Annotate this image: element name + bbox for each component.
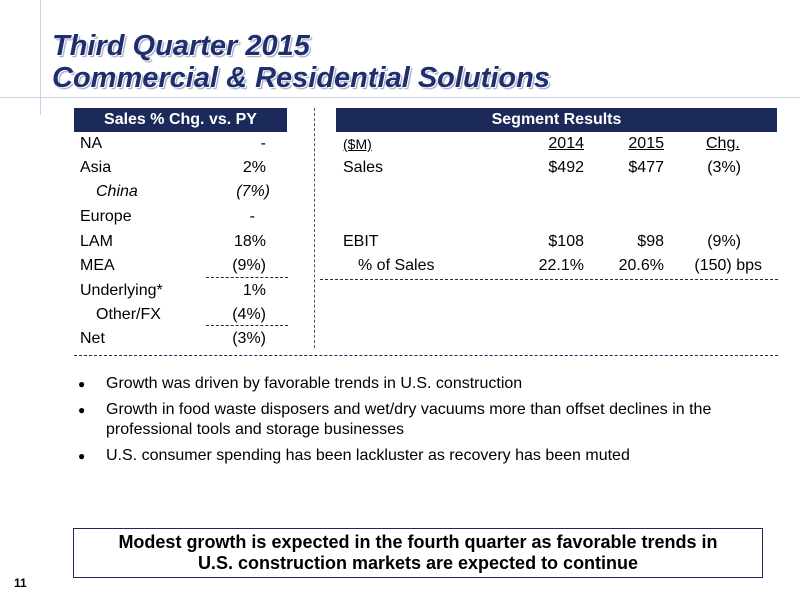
subtotal-divider bbox=[206, 277, 288, 278]
segment-value-2015: 20.6% bbox=[618, 257, 664, 274]
page-number: 11 bbox=[14, 576, 27, 590]
callout-line-2: U.S. construction markets are expected t… bbox=[197, 553, 639, 573]
segment-value-2014: $492 bbox=[548, 159, 584, 176]
segment-row-label: % of Sales bbox=[358, 257, 435, 274]
title-line-2: Commercial & Residential Solutions bbox=[52, 62, 550, 94]
sales-row-label: LAM bbox=[80, 233, 113, 250]
page-title: Third Quarter 2015 Commercial & Resident… bbox=[52, 30, 550, 94]
sales-row-value: (4%) bbox=[232, 306, 266, 323]
outlook-callout: Modest growth is expected in the fourth … bbox=[73, 528, 763, 578]
sales-row-label: Europe bbox=[80, 208, 132, 225]
segment-value-2014: 22.1% bbox=[538, 257, 584, 274]
segment-results-header: Segment Results bbox=[336, 108, 777, 132]
column-2014: 2014 bbox=[548, 135, 584, 152]
segment-value-chg: (150) bps bbox=[694, 257, 762, 274]
sales-table-header: Sales % Chg. vs. PY bbox=[74, 108, 287, 132]
bullet-text: Growth was driven by favorable trends in… bbox=[106, 375, 523, 392]
section-divider bbox=[74, 355, 778, 356]
segment-value-2014: $108 bbox=[548, 233, 584, 250]
sales-row-value: (3%) bbox=[232, 330, 266, 347]
sales-row-label: Underlying* bbox=[80, 282, 163, 299]
bullet-text: U.S. consumer spending has been lacklust… bbox=[106, 447, 630, 464]
segment-value-2015: $98 bbox=[637, 233, 664, 250]
title-line-1: Third Quarter 2015 bbox=[52, 30, 310, 62]
bullet-dot-icon: ● bbox=[78, 403, 86, 417]
sales-row-value: (7%) bbox=[236, 183, 270, 200]
segment-results-divider bbox=[320, 279, 778, 280]
segment-row-label: EBIT bbox=[343, 233, 379, 250]
total-divider bbox=[206, 325, 288, 326]
bullet-item: ● Growth in food waste disposers and wet… bbox=[78, 400, 778, 440]
segment-row-label: Sales bbox=[343, 159, 384, 176]
table-separator bbox=[314, 108, 315, 348]
segment-value-chg: (9%) bbox=[707, 233, 741, 250]
column-chg: Chg. bbox=[706, 135, 740, 152]
units-label: ($M) bbox=[343, 136, 372, 152]
bullet-item: ● Growth was driven by favorable trends … bbox=[78, 374, 778, 394]
bullet-dot-icon: ● bbox=[78, 377, 86, 391]
bullet-list: ● Growth was driven by favorable trends … bbox=[78, 374, 778, 472]
decorative-horizontal-line bbox=[0, 97, 800, 98]
sales-row-label: Net bbox=[80, 330, 105, 347]
bullet-item: ● U.S. consumer spending has been lacklu… bbox=[78, 446, 778, 466]
callout-line-1: Modest growth is expected in the fourth … bbox=[118, 532, 718, 552]
sales-row-label: China bbox=[96, 183, 138, 200]
bullet-text: Growth in food waste disposers and wet/d… bbox=[106, 401, 712, 438]
sales-row-value: 2% bbox=[242, 159, 266, 176]
sales-row-label: MEA bbox=[80, 257, 115, 274]
sales-row-value: - bbox=[260, 135, 266, 152]
sales-row-value: (9%) bbox=[232, 257, 266, 274]
sales-row-label: NA bbox=[80, 135, 103, 152]
sales-row-label: Asia bbox=[80, 159, 112, 176]
bullet-dot-icon: ● bbox=[78, 449, 86, 463]
sales-row-label: Other/FX bbox=[96, 306, 161, 323]
column-2015: 2015 bbox=[628, 135, 664, 152]
sales-row-value: 1% bbox=[242, 282, 266, 299]
segment-value-2015: $477 bbox=[628, 159, 664, 176]
sales-row-value: - bbox=[249, 208, 255, 225]
segment-value-chg: (3%) bbox=[707, 159, 741, 176]
decorative-vertical-line bbox=[40, 0, 41, 115]
sales-row-value: 18% bbox=[233, 233, 266, 250]
